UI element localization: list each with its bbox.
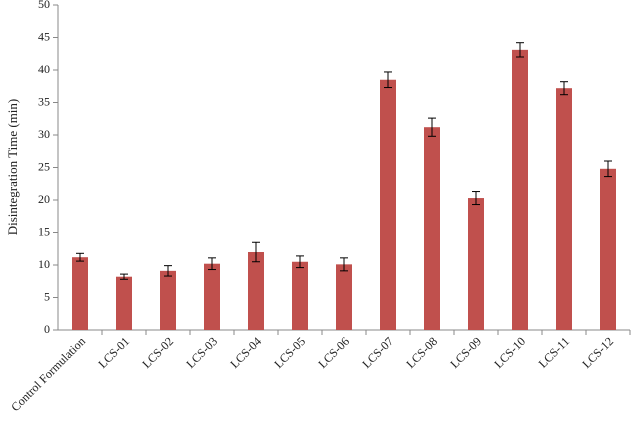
y-tick-label: 0 bbox=[44, 322, 50, 336]
error-bar bbox=[604, 160, 612, 178]
bar bbox=[248, 252, 264, 330]
x-tick-label: LCS-02 bbox=[139, 334, 176, 371]
error-bar bbox=[384, 71, 392, 89]
error-bar bbox=[120, 273, 128, 280]
x-tick-label: LCS-03 bbox=[183, 334, 220, 371]
error-bar bbox=[428, 117, 436, 137]
bar bbox=[468, 198, 484, 330]
y-tick-label: 45 bbox=[38, 29, 50, 43]
bar bbox=[160, 270, 176, 330]
x-tick-label: LCS-06 bbox=[315, 334, 352, 371]
y-axis-label: Disintegration Time (min) bbox=[5, 99, 20, 236]
error-bar bbox=[516, 42, 524, 58]
bar bbox=[424, 127, 440, 330]
error-bar bbox=[560, 81, 568, 96]
bar bbox=[512, 49, 528, 330]
error-bar bbox=[252, 241, 260, 263]
y-tick-label: 50 bbox=[38, 0, 50, 11]
y-tick-label: 35 bbox=[38, 94, 50, 108]
x-tick-label: Control Formulation bbox=[8, 334, 88, 414]
y-tick-label: 20 bbox=[38, 192, 50, 206]
bar bbox=[336, 264, 352, 330]
bar bbox=[380, 79, 396, 330]
x-tick-label: LCS-08 bbox=[403, 334, 440, 371]
y-tick-label: 40 bbox=[38, 62, 50, 76]
x-tick-label: LCS-11 bbox=[536, 334, 572, 370]
y-tick-label: 30 bbox=[38, 127, 50, 141]
error-bar bbox=[164, 265, 172, 277]
bar bbox=[116, 276, 132, 330]
y-tick-label: 25 bbox=[38, 159, 50, 173]
bar bbox=[204, 263, 220, 330]
x-tick-label: LCS-10 bbox=[491, 334, 528, 371]
error-bar bbox=[472, 191, 480, 206]
y-tick-label: 10 bbox=[38, 257, 50, 271]
x-tick-label: LCS-01 bbox=[95, 334, 132, 371]
x-tick-label: LCS-05 bbox=[271, 334, 308, 371]
error-bar bbox=[208, 257, 216, 271]
x-tick-label: LCS-04 bbox=[227, 334, 264, 371]
error-bar bbox=[76, 252, 84, 262]
bar bbox=[72, 257, 88, 330]
y-tick-label: 15 bbox=[38, 224, 50, 238]
error-bar bbox=[340, 257, 348, 272]
y-tick-label: 5 bbox=[44, 289, 50, 303]
x-tick-label: LCS-12 bbox=[579, 334, 616, 371]
x-tick-label: LCS-07 bbox=[359, 334, 396, 371]
bar bbox=[556, 88, 572, 330]
x-tick-label: LCS-09 bbox=[447, 334, 484, 371]
error-bar bbox=[296, 255, 304, 269]
bar bbox=[600, 168, 616, 330]
bar bbox=[292, 261, 308, 330]
